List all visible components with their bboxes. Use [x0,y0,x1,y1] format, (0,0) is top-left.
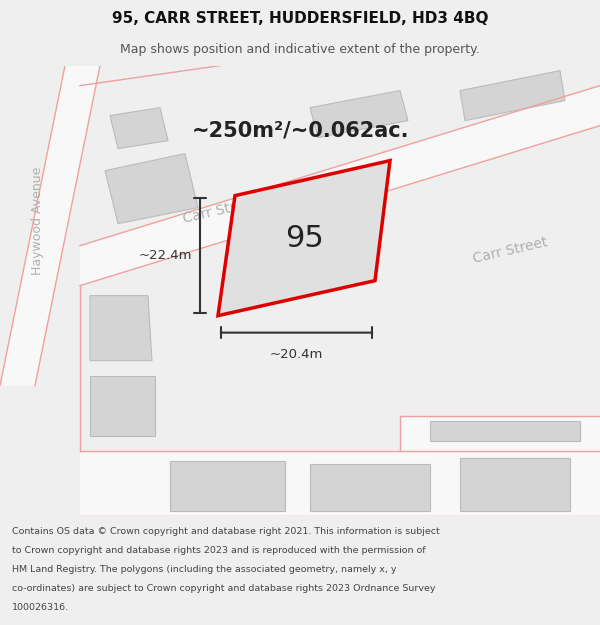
Polygon shape [90,376,155,436]
Text: ~22.4m: ~22.4m [139,249,192,262]
Polygon shape [105,154,198,224]
Polygon shape [90,296,152,361]
Text: ~250m²/~0.062ac.: ~250m²/~0.062ac. [191,121,409,141]
Text: Map shows position and indicative extent of the property.: Map shows position and indicative extent… [120,42,480,56]
Polygon shape [460,71,565,121]
Polygon shape [0,66,100,386]
Text: 95: 95 [285,224,324,253]
Text: 95, CARR STREET, HUDDERSFIELD, HD3 4BQ: 95, CARR STREET, HUDDERSFIELD, HD3 4BQ [112,11,488,26]
Polygon shape [460,458,570,511]
Polygon shape [218,161,390,316]
Text: Haywood Avenue: Haywood Avenue [31,166,44,275]
Text: ~20.4m: ~20.4m [270,348,323,361]
Text: Carr Street: Carr Street [181,195,259,226]
Polygon shape [80,451,600,516]
Polygon shape [400,416,600,451]
Polygon shape [310,91,408,138]
Text: co-ordinates) are subject to Crown copyright and database rights 2023 Ordnance S: co-ordinates) are subject to Crown copyr… [12,584,436,593]
Polygon shape [310,464,430,511]
Text: Contains OS data © Crown copyright and database right 2021. This information is : Contains OS data © Crown copyright and d… [12,526,440,536]
Text: 100026316.: 100026316. [12,603,69,612]
Polygon shape [110,107,168,149]
Text: to Crown copyright and database rights 2023 and is reproduced with the permissio: to Crown copyright and database rights 2… [12,546,425,555]
Text: Carr Street: Carr Street [471,235,549,266]
Polygon shape [430,421,580,441]
Polygon shape [170,461,285,511]
Text: HM Land Registry. The polygons (including the associated geometry, namely x, y: HM Land Registry. The polygons (includin… [12,565,397,574]
Polygon shape [80,86,600,286]
